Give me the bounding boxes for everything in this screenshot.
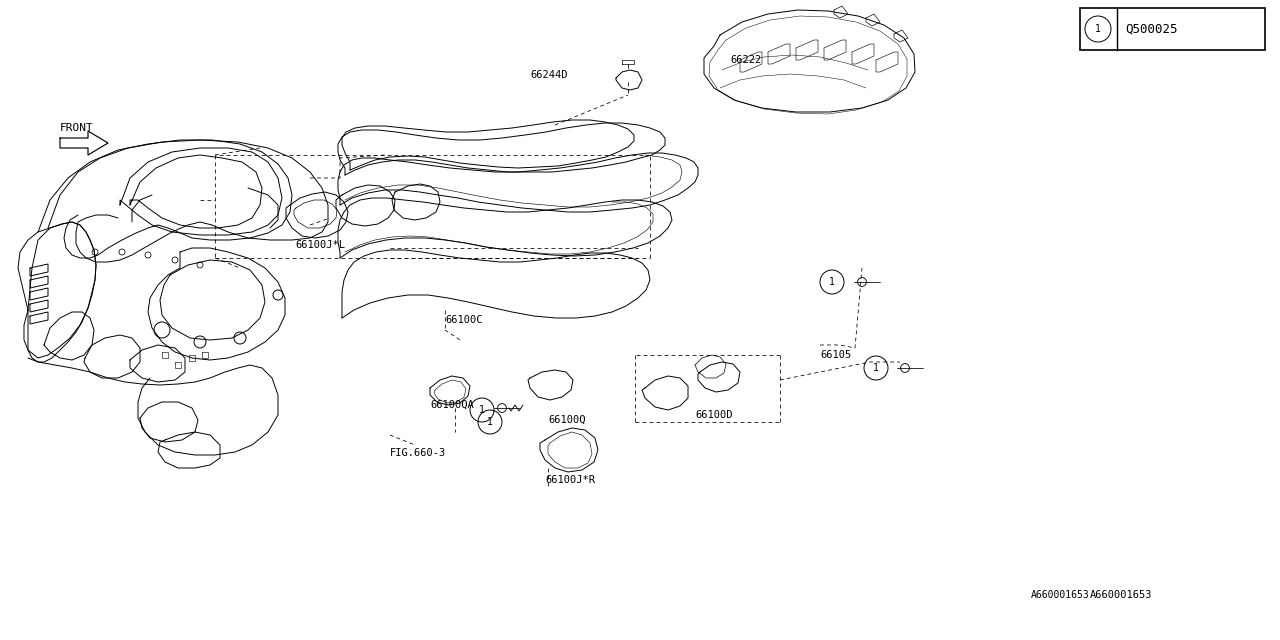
- Text: 66100D: 66100D: [695, 410, 732, 420]
- Text: 1: 1: [1096, 24, 1101, 34]
- Text: 66100J*L: 66100J*L: [294, 240, 346, 250]
- Text: FIG.660-3: FIG.660-3: [390, 448, 447, 458]
- Text: A660001653: A660001653: [1091, 590, 1152, 600]
- Text: A660001653: A660001653: [1032, 590, 1091, 600]
- Text: 66100C: 66100C: [445, 315, 483, 325]
- Text: 66244D: 66244D: [530, 70, 567, 80]
- Text: 66100QA: 66100QA: [430, 400, 474, 410]
- Text: 1: 1: [873, 363, 879, 373]
- Bar: [1080, 8, 1265, 50]
- Text: 66105: 66105: [820, 350, 851, 360]
- Text: 66100Q: 66100Q: [548, 415, 585, 425]
- Text: 1: 1: [829, 277, 835, 287]
- Text: 66222: 66222: [730, 55, 762, 65]
- Text: Q500025: Q500025: [1125, 22, 1178, 35]
- Text: 1: 1: [488, 417, 493, 427]
- Text: FRONT: FRONT: [60, 123, 93, 133]
- Text: 1: 1: [479, 405, 485, 415]
- Text: 66100J*R: 66100J*R: [545, 475, 595, 485]
